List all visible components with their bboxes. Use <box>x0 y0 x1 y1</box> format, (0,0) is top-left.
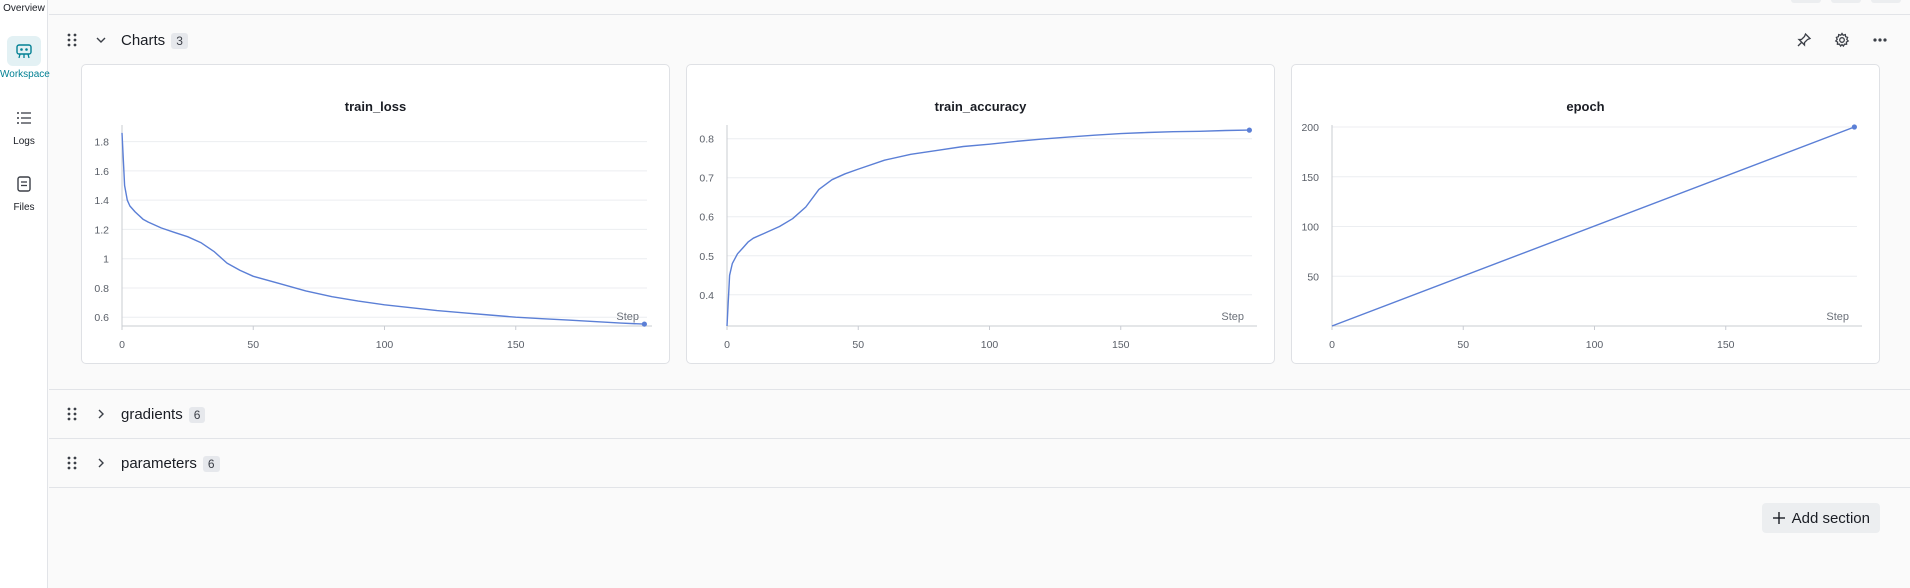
chart-title: epoch <box>1566 99 1605 114</box>
x-tick-label: 150 <box>1112 339 1130 351</box>
section-title-text: parameters <box>121 454 197 472</box>
x-tick-label: 100 <box>1586 339 1604 351</box>
y-tick-label: 1.2 <box>94 224 109 236</box>
nav-item-workspace[interactable]: Workspace <box>0 36 50 80</box>
nav-item-label: Files <box>13 202 35 213</box>
x-axis-label: Step <box>616 311 639 323</box>
series-line <box>121 132 645 325</box>
file-icon <box>7 169 41 199</box>
chart-title: train_accuracy <box>934 99 1027 114</box>
section-header-parameters: parameters 6 <box>49 439 1910 487</box>
x-axis-label: Step <box>1826 311 1849 323</box>
count-badge: 6 <box>188 406 206 423</box>
pin-icon[interactable] <box>1792 28 1816 52</box>
section-title-text: gradients <box>121 405 183 423</box>
divider <box>49 14 1910 15</box>
line-chart: 0.4 0.5 0.6 0.7 0.8 0 50 100 150 Step <box>699 125 1257 351</box>
y-tick-label: 0.8 <box>94 283 109 295</box>
x-tick-label: 50 <box>1457 339 1469 351</box>
count-badge: 6 <box>202 455 220 472</box>
y-tick-label: 50 <box>1307 271 1319 283</box>
toolbar-stub[interactable] <box>1831 0 1861 3</box>
chevron-right-icon[interactable] <box>93 406 109 422</box>
y-tick-label: 1.6 <box>94 166 109 178</box>
section-title[interactable]: parameters 6 <box>121 455 220 472</box>
chart-title: train_loss <box>344 99 407 114</box>
chart-panel-train-loss[interactable]: 0.6 0.8 1 1.2 1.4 1.6 1.8 0 50 100 150 Step train_l… <box>81 64 670 364</box>
chevron-down-icon[interactable] <box>93 32 109 48</box>
series-endpoint <box>1246 127 1252 133</box>
section-title[interactable]: Charts 3 <box>121 32 188 49</box>
y-tick-label: 0.7 <box>699 173 714 185</box>
divider <box>49 438 1910 439</box>
chart-panel-epoch[interactable]: 50 100 150 200 0 50 100 150 Step epoch <box>1291 64 1880 364</box>
x-tick-label: 0 <box>724 339 730 351</box>
section-header-charts: Charts 3 <box>49 16 1910 64</box>
x-tick-label: 50 <box>852 339 864 351</box>
plus-icon <box>1772 512 1785 524</box>
x-tick-label: 100 <box>981 339 999 351</box>
nav-item-label: Logs <box>13 136 35 147</box>
y-tick-label: 0.5 <box>699 251 714 263</box>
x-tick-label: 150 <box>507 339 525 351</box>
x-tick-label: 150 <box>1717 339 1735 351</box>
series-endpoint <box>1851 124 1857 130</box>
y-tick-label: 150 <box>1301 172 1319 184</box>
y-tick-label: 0.6 <box>699 212 714 224</box>
y-tick-label: 1 <box>103 254 109 266</box>
x-axis-label: Step <box>1221 311 1244 323</box>
y-tick-label: 1.4 <box>94 195 109 207</box>
y-tick-label: 0.4 <box>699 290 714 302</box>
y-tick-label: 0.8 <box>699 134 714 146</box>
toolbar-stub[interactable] <box>1791 0 1821 3</box>
nav-item-files[interactable]: Files <box>0 169 48 213</box>
series-endpoint <box>641 321 647 327</box>
series-line <box>1331 126 1855 327</box>
y-tick-label: 200 <box>1301 122 1319 134</box>
chevron-right-icon[interactable] <box>93 455 109 471</box>
workspace-icon <box>7 36 41 66</box>
section-title[interactable]: gradients 6 <box>121 405 206 423</box>
chart-panel-train-accuracy[interactable]: 0.4 0.5 0.6 0.7 0.8 0 50 100 150 Step train_accur… <box>686 64 1275 364</box>
y-tick-label: 0.6 <box>94 312 109 324</box>
divider <box>49 389 1910 390</box>
section-header-gradients: gradients 6 <box>49 390 1910 438</box>
x-tick-label: 100 <box>376 339 394 351</box>
nav-item-logs[interactable]: Logs <box>0 103 48 147</box>
drag-handle-icon[interactable] <box>63 453 81 473</box>
gear-icon[interactable] <box>1830 28 1854 52</box>
add-section-button[interactable]: Add section <box>1761 503 1880 533</box>
line-chart: 50 100 150 200 0 50 100 150 Step <box>1301 122 1862 351</box>
more-icon[interactable] <box>1868 28 1892 52</box>
section-title-text: Charts <box>121 31 166 49</box>
count-badge: 3 <box>171 32 188 49</box>
x-tick-label: 0 <box>1329 339 1335 351</box>
section-actions <box>1797 28 1910 52</box>
drag-handle-icon[interactable] <box>63 30 81 50</box>
y-tick-label: 1.8 <box>94 137 109 149</box>
nav-overview-label[interactable]: Overview <box>3 3 45 14</box>
y-tick-label: 100 <box>1301 222 1319 234</box>
nav-item-label: Workspace <box>0 69 50 80</box>
series-line <box>726 129 1250 327</box>
toolbar-stub[interactable] <box>1871 0 1901 3</box>
drag-handle-icon[interactable] <box>63 404 81 424</box>
divider <box>49 487 1910 488</box>
line-chart: 0.6 0.8 1 1.2 1.4 1.6 1.8 0 50 100 150 Step <box>94 125 652 351</box>
add-section-label: Add section <box>1791 509 1870 527</box>
list-icon <box>7 103 41 133</box>
x-tick-label: 50 <box>247 339 259 351</box>
nav-rail: Overview Workspace Logs <box>0 0 50 588</box>
workspace-main: Charts 3 0.6 0.8 1 1.2 1.4 1.6 1.8 0 50 100 150 Step… <box>49 0 1910 588</box>
x-tick-label: 0 <box>119 339 125 351</box>
